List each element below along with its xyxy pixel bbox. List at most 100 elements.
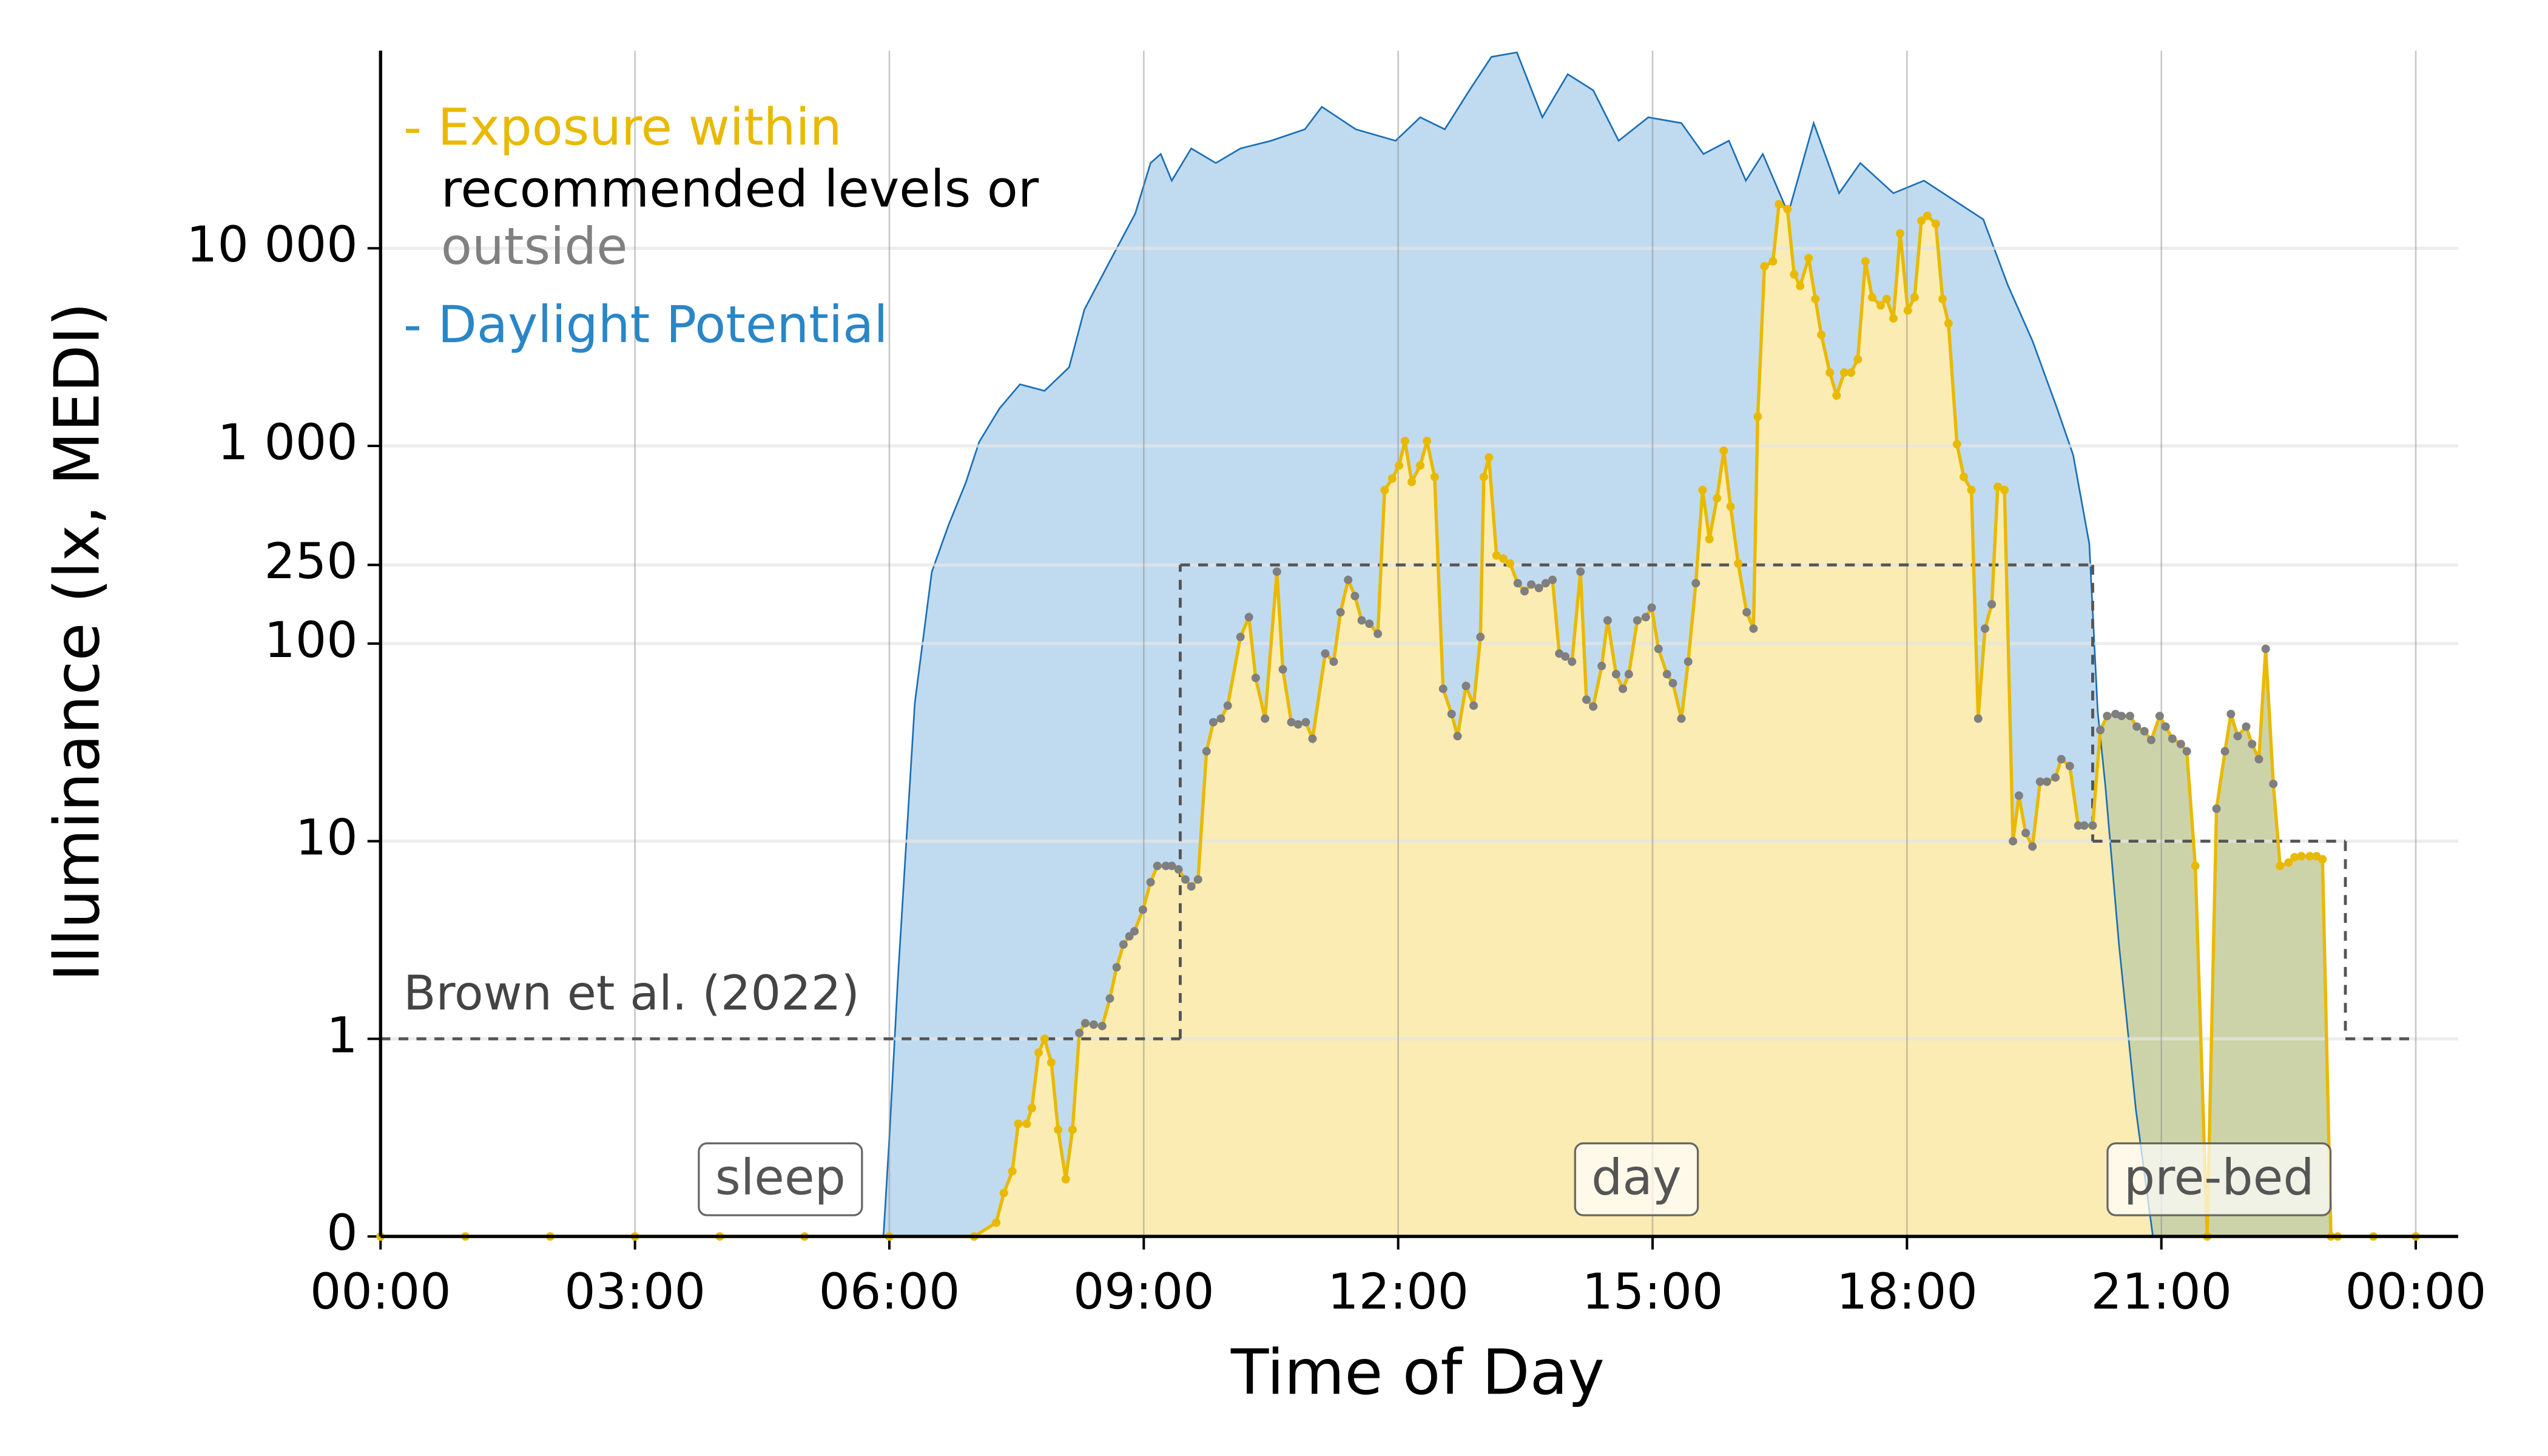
exposure-point bbox=[1882, 294, 1891, 303]
exposure-point bbox=[2000, 485, 2009, 494]
exposure-point bbox=[1960, 473, 1969, 482]
x-tick-label: 00:00 bbox=[310, 1264, 451, 1321]
exposure-point bbox=[1749, 624, 1758, 633]
exposure-point bbox=[2057, 755, 2066, 764]
exposure-point bbox=[992, 1218, 1001, 1227]
exposure-point bbox=[1161, 861, 1170, 871]
exposure-point bbox=[1561, 652, 1570, 661]
exposure-point bbox=[1847, 368, 1856, 377]
state-box bbox=[1574, 1142, 1699, 1216]
exposure-point bbox=[2125, 712, 2134, 721]
state-box bbox=[2106, 1142, 2332, 1216]
exposure-point bbox=[1321, 649, 1330, 658]
exposure-point bbox=[2065, 761, 2074, 770]
exposure-point bbox=[1923, 211, 1932, 220]
y-tick-label: 10 000 bbox=[186, 217, 358, 274]
exposure-point bbox=[1541, 579, 1550, 588]
exposure-point bbox=[1654, 644, 1663, 653]
exposure-point bbox=[1760, 261, 1769, 271]
exposure-point bbox=[1742, 608, 1751, 617]
y-tick-label: 1 000 bbox=[217, 414, 357, 471]
exposure-point bbox=[2305, 852, 2314, 861]
exposure-point bbox=[1896, 229, 1905, 238]
exposure-point bbox=[1308, 734, 1317, 743]
exposure-point bbox=[1278, 665, 1287, 674]
exposure-point bbox=[2042, 777, 2051, 786]
exposure-point bbox=[1447, 709, 1456, 718]
exposure-point bbox=[1344, 575, 1353, 584]
exposure-point bbox=[1423, 436, 1432, 445]
exposure-point bbox=[2276, 861, 2285, 871]
exposure-point bbox=[2088, 821, 2097, 830]
exposure-point bbox=[1868, 293, 1877, 302]
exposure-point bbox=[1498, 554, 1508, 563]
exposure-point bbox=[1753, 412, 1762, 421]
exposure-point bbox=[2220, 747, 2230, 756]
exposure-point bbox=[1061, 1175, 1070, 1184]
exposure-point bbox=[2155, 712, 2164, 721]
exposure-point bbox=[1825, 368, 1835, 377]
exposure-point bbox=[1647, 603, 1656, 612]
exposure-point bbox=[1416, 461, 1425, 470]
x-tick-label: 21:00 bbox=[2091, 1264, 2232, 1321]
exposure-point bbox=[1008, 1167, 1017, 1176]
exposure-point bbox=[1430, 473, 1439, 482]
exposure-point bbox=[1202, 747, 1211, 756]
exposure-point bbox=[1691, 579, 1700, 588]
annotation: Brown et al. (2022) bbox=[403, 966, 860, 1021]
exposure-point bbox=[1272, 567, 1281, 576]
exposure-point bbox=[1119, 940, 1128, 949]
exposure-point bbox=[1400, 436, 1409, 445]
exposure-point bbox=[1075, 1028, 1084, 1037]
exposure-point bbox=[2028, 842, 2037, 851]
exposure-point bbox=[2233, 732, 2242, 741]
x-tick-label: 12:00 bbox=[1327, 1264, 1469, 1321]
exposure-point bbox=[2096, 726, 2105, 735]
exposure-point bbox=[2248, 740, 2257, 749]
exposure-point bbox=[1568, 657, 1577, 666]
exposure-point bbox=[1774, 200, 1784, 209]
y-tick-label: 100 bbox=[264, 612, 357, 669]
exposure-point bbox=[1677, 714, 1686, 723]
exposure-point bbox=[1329, 657, 1338, 666]
exposure-point bbox=[1876, 301, 1886, 310]
exposure-point bbox=[2242, 722, 2251, 731]
exposure-point bbox=[1380, 485, 1389, 494]
exposure-point bbox=[1534, 584, 1543, 593]
exposure-point bbox=[1112, 963, 1121, 972]
exposure-point bbox=[1582, 695, 1591, 704]
exposure-point bbox=[1022, 1119, 1031, 1128]
exposure-point bbox=[2161, 722, 2170, 731]
exposure-point bbox=[1485, 453, 1494, 462]
legend-entry: - Exposure within bbox=[403, 98, 842, 157]
exposure-point bbox=[1223, 701, 1232, 710]
exposure-point bbox=[1034, 1048, 1043, 1057]
exposure-point bbox=[2261, 644, 2270, 653]
exposure-area bbox=[380, 204, 2416, 1237]
exposure-point bbox=[1917, 216, 1926, 225]
exposure-point bbox=[1987, 600, 1997, 609]
y-tick-label: 250 bbox=[264, 533, 357, 590]
exposure-point bbox=[1527, 580, 1536, 589]
exposure-point bbox=[1861, 257, 1870, 266]
exposure-point bbox=[1040, 1034, 1049, 1043]
exposure-point bbox=[1373, 629, 1383, 638]
exposure-point bbox=[2009, 837, 2018, 846]
state-label: day bbox=[1591, 1150, 1682, 1207]
legend-entry: - Daylight Potential bbox=[403, 295, 888, 354]
exposure-point bbox=[999, 1188, 1008, 1198]
exposure-point bbox=[2284, 858, 2293, 867]
exposure-point bbox=[2191, 861, 2200, 871]
exposure-point bbox=[1668, 679, 1677, 688]
exposure-point bbox=[1138, 905, 1147, 914]
exposure-point bbox=[2035, 777, 2044, 786]
exposure-point bbox=[1146, 878, 1155, 887]
exposure-point bbox=[1193, 875, 1202, 884]
exposure-point bbox=[1251, 673, 1260, 682]
exposure-point bbox=[1967, 485, 1976, 494]
exposure-point bbox=[1236, 632, 1245, 641]
exposure-point bbox=[2014, 791, 2023, 800]
exposure-point bbox=[1208, 718, 1218, 727]
exposure-point bbox=[2117, 712, 2126, 721]
y-axis-title: Illuminance (lx, MEDI) bbox=[41, 302, 113, 982]
